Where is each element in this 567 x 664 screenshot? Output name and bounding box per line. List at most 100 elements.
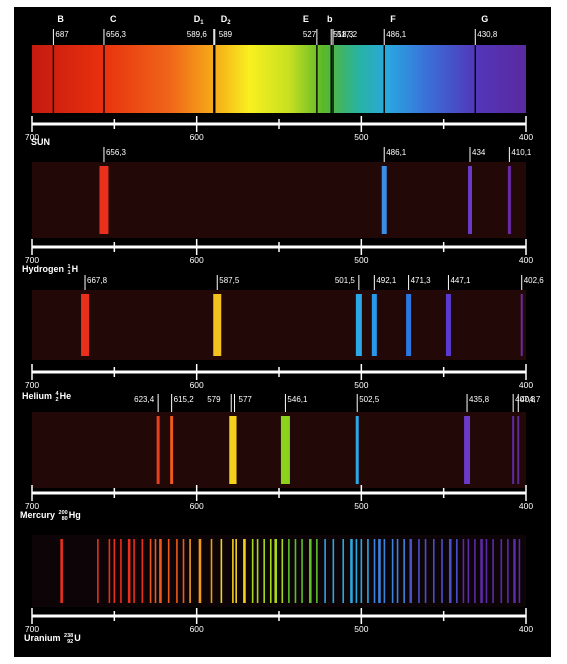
line-wavelength-label: 587,5 bbox=[219, 276, 240, 285]
uranium-emission-line bbox=[120, 539, 122, 603]
line-wavelength-label: 577 bbox=[239, 395, 253, 404]
uranium-emission-line bbox=[467, 539, 470, 603]
scale-tick-label: 700 bbox=[25, 380, 39, 390]
uranium-emission-line bbox=[167, 539, 170, 603]
line-wavelength-label: 615,2 bbox=[174, 395, 195, 404]
uranium-emission-line bbox=[403, 539, 405, 603]
uranium-emission-line bbox=[350, 539, 353, 603]
mercury-emission-line bbox=[229, 416, 234, 484]
uranium-emission-line bbox=[281, 539, 284, 603]
hydrogen-emission-line bbox=[381, 166, 387, 234]
mass-number: 238 bbox=[64, 633, 74, 639]
uranium-emission-line bbox=[97, 539, 99, 603]
spectrum-label-mercury: Mercury 200 80 Hg bbox=[20, 510, 81, 522]
hydrogen-emission-line bbox=[507, 166, 511, 234]
uranium-emission-line bbox=[263, 539, 265, 603]
uranium-emission-line bbox=[189, 539, 191, 603]
uranium-emission-line bbox=[332, 539, 335, 603]
scale-tick-label: 400 bbox=[519, 501, 533, 511]
uranium-emission-line bbox=[492, 539, 494, 603]
line-wavelength-label: 579 bbox=[207, 395, 221, 404]
scale-tick-label: 600 bbox=[190, 380, 204, 390]
line-wavelength-label: 486,1 bbox=[386, 148, 407, 157]
helium-emission-line bbox=[445, 294, 451, 356]
uranium-emission-line bbox=[60, 539, 63, 603]
element-symbol: He bbox=[59, 391, 72, 401]
isotope-notation: 4 2 bbox=[56, 391, 59, 403]
scale-tick-label: 400 bbox=[519, 255, 533, 265]
mass-number: 1 bbox=[67, 264, 71, 270]
line-wavelength-label: 404,7 bbox=[520, 395, 541, 404]
uranium-emission-line bbox=[518, 539, 521, 603]
uranium-emission-line bbox=[485, 539, 488, 603]
scale-tick-label: 600 bbox=[190, 501, 204, 511]
line-wavelength-label: 667,8 bbox=[87, 276, 108, 285]
uranium-emission-line bbox=[324, 539, 326, 603]
helium-emission-line bbox=[355, 294, 362, 356]
uranium-emission-line bbox=[409, 539, 413, 603]
scale-tick-label: 500 bbox=[354, 501, 368, 511]
uranium-emission-line bbox=[141, 539, 144, 603]
element-symbol: U bbox=[74, 633, 81, 643]
uranium-emission-line bbox=[256, 539, 259, 603]
uranium-emission-line bbox=[251, 539, 254, 603]
element-name: Uranium bbox=[24, 633, 61, 643]
uranium-emission-line bbox=[373, 539, 376, 603]
fraunhofer-subscript: 1 bbox=[200, 20, 204, 26]
helium-emission-line bbox=[81, 294, 90, 356]
uranium-emission-line bbox=[198, 539, 202, 603]
uranium-emission-line bbox=[480, 539, 483, 603]
line-wavelength-label: 447,1 bbox=[450, 276, 471, 285]
atomic-number: 1 bbox=[67, 270, 71, 276]
element-symbol: Hg bbox=[68, 510, 81, 520]
line-wavelength-label: 410,1 bbox=[511, 148, 532, 157]
spectrum-label-sun: SUN bbox=[31, 137, 50, 147]
uranium-emission-line bbox=[396, 539, 399, 603]
sun-continuous-spectrum bbox=[32, 45, 526, 113]
line-wavelength-label: 589 bbox=[219, 30, 233, 39]
uranium-emission-line bbox=[360, 539, 363, 603]
scale-tick-label: 500 bbox=[354, 380, 368, 390]
uranium-emission-line bbox=[176, 539, 178, 603]
uranium-emission-line bbox=[500, 539, 503, 603]
uranium-emission-line bbox=[441, 539, 443, 603]
line-wavelength-label: 501,5 bbox=[335, 276, 356, 285]
uranium-emission-line bbox=[448, 539, 452, 603]
element-name: SUN bbox=[31, 137, 51, 147]
uranium-emission-line bbox=[308, 539, 312, 603]
uranium-emission-line bbox=[220, 539, 223, 603]
scale-tick-label: 700 bbox=[25, 132, 39, 142]
line-wavelength-label: 687 bbox=[55, 30, 69, 39]
helium-emission-line bbox=[406, 294, 412, 356]
scale-tick-label: 400 bbox=[519, 132, 533, 142]
fraunhofer-letter: D1 bbox=[194, 14, 205, 26]
helium-emission-line bbox=[520, 294, 523, 356]
uranium-emission-line bbox=[456, 539, 458, 603]
uranium-emission-line bbox=[108, 539, 111, 603]
uranium-emission-line bbox=[424, 539, 427, 603]
fraunhofer-letter: b bbox=[327, 14, 333, 24]
helium-spectrum-background bbox=[32, 290, 526, 360]
element-name: Mercury bbox=[20, 510, 56, 520]
line-wavelength-label: 486,1 bbox=[386, 30, 407, 39]
line-wavelength-label: 502,5 bbox=[359, 395, 380, 404]
scale-tick-label: 500 bbox=[354, 624, 368, 634]
uranium-emission-line bbox=[355, 539, 358, 603]
uranium-emission-line bbox=[269, 539, 272, 603]
uranium-emission-line bbox=[274, 539, 278, 603]
uranium-emission-line bbox=[294, 539, 297, 603]
fraunhofer-subscript: 2 bbox=[227, 20, 231, 26]
element-name: Helium bbox=[22, 391, 53, 401]
line-wavelength-label: 430,8 bbox=[477, 30, 498, 39]
fraunhofer-letter: C bbox=[110, 14, 117, 24]
mercury-emission-line bbox=[355, 416, 359, 484]
hydrogen-spectrum-background bbox=[32, 162, 526, 238]
uranium-emission-line bbox=[232, 539, 234, 603]
hydrogen-emission-line bbox=[468, 166, 473, 234]
uranium-emission-line bbox=[474, 539, 476, 603]
atomic-number: 92 bbox=[67, 639, 74, 645]
line-wavelength-label: 623,4 bbox=[134, 395, 155, 404]
element-symbol: H bbox=[71, 264, 79, 274]
fraunhofer-letter: E bbox=[303, 14, 309, 24]
